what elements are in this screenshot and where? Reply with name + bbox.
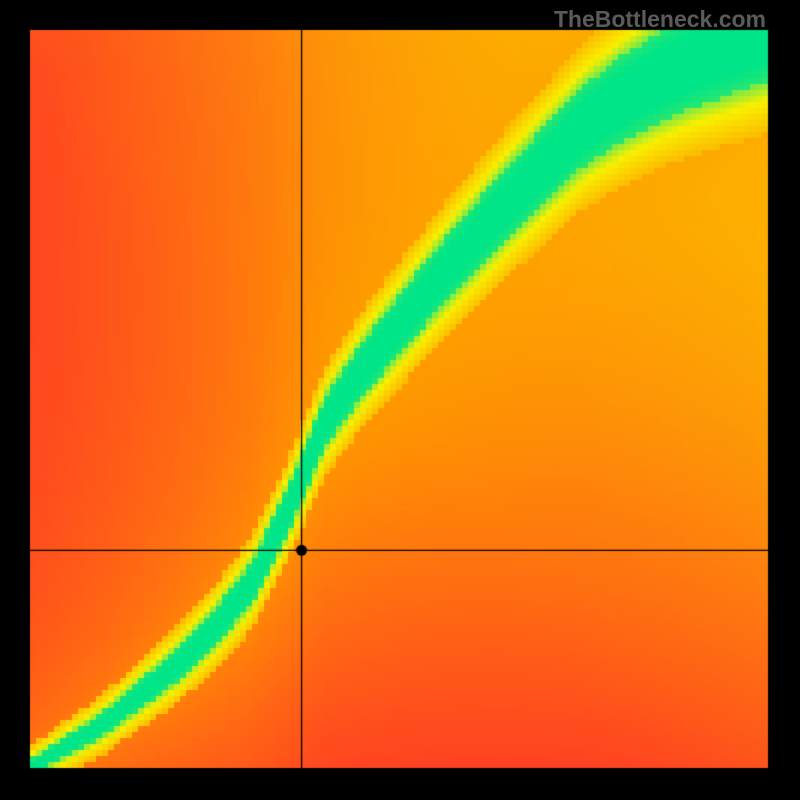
chart-stage: TheBottleneck.com (0, 0, 800, 800)
bottleneck-heatmap-canvas (0, 0, 800, 800)
